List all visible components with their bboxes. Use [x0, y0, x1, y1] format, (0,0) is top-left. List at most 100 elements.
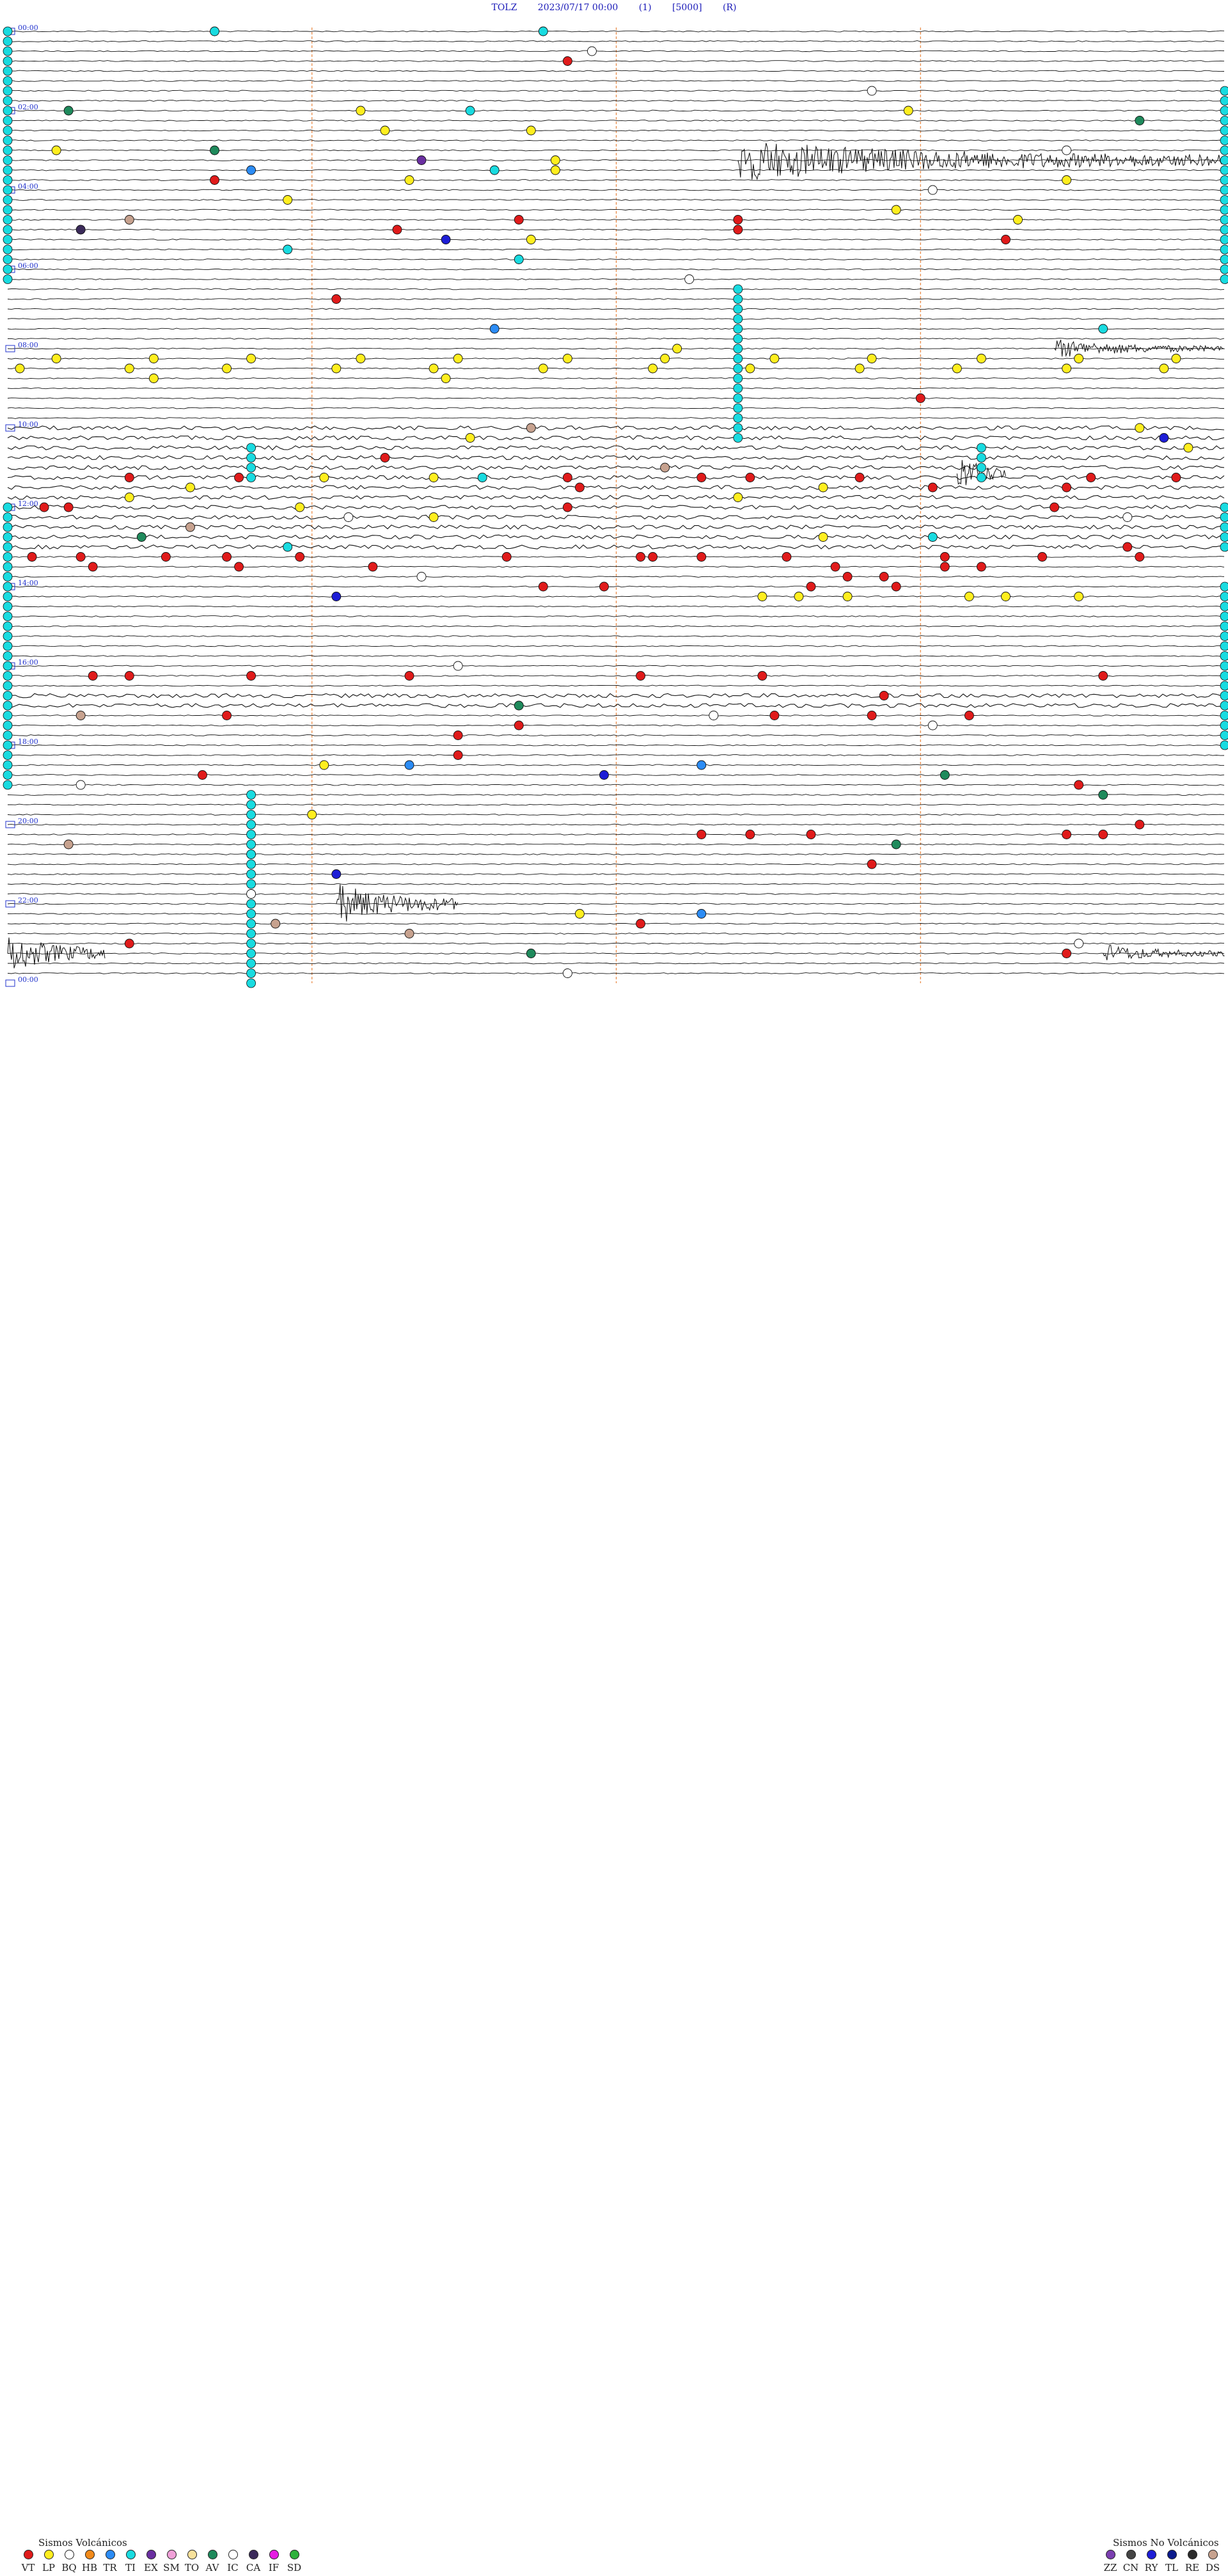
hour-label-box — [5, 821, 15, 828]
event-marker-vt — [806, 581, 816, 592]
event-marker-ti — [3, 165, 13, 175]
hour-label: 00:00 — [18, 24, 38, 32]
trace-row — [7, 347, 1225, 350]
event-marker-ti — [3, 770, 13, 780]
event-marker-vt — [246, 671, 256, 681]
legend-item-to: TO — [179, 2550, 205, 2573]
event-marker-ti — [246, 949, 256, 958]
event-marker-ds — [124, 215, 134, 225]
event-marker-ti — [246, 462, 256, 473]
event-marker-vt — [733, 225, 743, 235]
mode-label: (R) — [723, 3, 737, 13]
legend-item-vt: VT — [15, 2550, 41, 2573]
hour-label: 18:00 — [18, 738, 38, 746]
helicorder-plot: 00:00 02:00 04:00 06:00 08:00 10:00 12:00 14:00… — [3, 24, 1228, 988]
event-marker-lp — [319, 760, 329, 770]
event-marker-ti — [1220, 691, 1228, 700]
event-marker-lp — [185, 482, 195, 493]
event-marker-ic — [416, 572, 427, 581]
legend-label-hb: HB — [81, 2562, 98, 2573]
event-marker-ti — [733, 294, 743, 304]
event-marker-vt — [648, 552, 658, 562]
event-marker-ti — [977, 453, 986, 462]
event-marker-vt — [891, 581, 901, 592]
event-marker-ti — [1220, 661, 1228, 671]
event-marker-lp — [867, 354, 877, 363]
trace-row — [7, 387, 1225, 390]
legend-item-ti: TI — [118, 2550, 143, 2573]
event-marker-ti — [3, 185, 13, 195]
event-marker-lp — [1171, 354, 1181, 363]
legend-label-to: TO — [184, 2562, 200, 2573]
event-marker-vt — [562, 56, 572, 66]
event-marker-ti — [3, 681, 13, 691]
trace-row — [7, 100, 1225, 102]
event-marker-ti — [1098, 324, 1108, 334]
event-marker-ti — [246, 938, 256, 949]
trace-row — [7, 703, 1225, 708]
burst-waveform — [336, 884, 459, 922]
event-marker-lp — [453, 354, 463, 363]
event-marker-lp — [648, 363, 658, 374]
trace-row — [7, 328, 1225, 330]
trace-row — [8, 962, 1225, 965]
event-marker-tr — [404, 760, 414, 770]
trace-row — [7, 803, 1225, 806]
event-marker-vt — [842, 572, 853, 581]
event-marker-vt — [1098, 671, 1108, 681]
event-marker-ti — [3, 740, 13, 750]
event-marker-ti — [3, 145, 13, 155]
legend-item-sm: SM — [159, 2550, 184, 2573]
event-marker-ti — [3, 572, 13, 581]
event-marker-lp — [356, 106, 366, 116]
hour-label: 12:00 — [18, 500, 38, 508]
event-marker-lp — [1135, 423, 1145, 433]
event-marker-av — [526, 949, 536, 958]
trace-row — [7, 90, 1225, 92]
legend-volcanic-title: Sismos Volcánicos — [38, 2537, 127, 2548]
hour-label: 08:00 — [18, 341, 38, 349]
trace-row — [7, 228, 1225, 231]
event-marker-ti — [1220, 700, 1228, 711]
legend-symbol-sm — [166, 2550, 177, 2559]
event-marker-ic — [343, 512, 354, 522]
event-marker-ti — [3, 581, 13, 592]
legend-item-zz: ZZ — [1098, 2550, 1123, 2573]
legend-label-ca: CA — [246, 2562, 261, 2573]
event-marker-ti — [246, 929, 256, 938]
trace-row — [7, 425, 1225, 431]
trace-row — [7, 764, 1225, 766]
trace-row — [7, 367, 1225, 370]
trace-row — [7, 417, 1225, 419]
event-marker-ti — [3, 502, 13, 512]
trace-row — [7, 377, 1225, 379]
event-marker-lp — [1062, 363, 1072, 374]
legend-item-ex: EX — [138, 2550, 164, 2573]
event-marker-ic — [1074, 938, 1084, 949]
legend-label-vt: VT — [21, 2562, 35, 2573]
event-marker-ry — [1159, 433, 1169, 443]
event-marker-vt — [599, 581, 609, 592]
event-marker-ti — [1220, 651, 1228, 661]
hour-label: 02:00 — [18, 103, 38, 111]
legend-label-sd: SD — [287, 2562, 302, 2573]
event-marker-ti — [3, 116, 13, 125]
event-marker-vt — [1037, 552, 1048, 562]
event-marker-lp — [891, 205, 901, 215]
event-marker-ic — [867, 86, 877, 96]
event-marker-av — [891, 839, 901, 849]
event-marker-vt — [867, 711, 877, 720]
event-marker-ti — [1220, 116, 1228, 125]
event-marker-vt — [1062, 482, 1072, 493]
event-marker-lp — [1159, 363, 1169, 374]
event-marker-ds — [526, 423, 536, 433]
event-marker-ti — [3, 552, 13, 562]
trace-row — [7, 70, 1225, 72]
event-marker-ti — [3, 26, 13, 36]
event-marker-vt — [161, 552, 171, 562]
trace-row — [7, 823, 1225, 826]
event-marker-ti — [733, 334, 743, 344]
event-marker-ti — [733, 354, 743, 363]
event-marker-lp — [441, 374, 451, 383]
event-marker-ti — [246, 453, 256, 462]
